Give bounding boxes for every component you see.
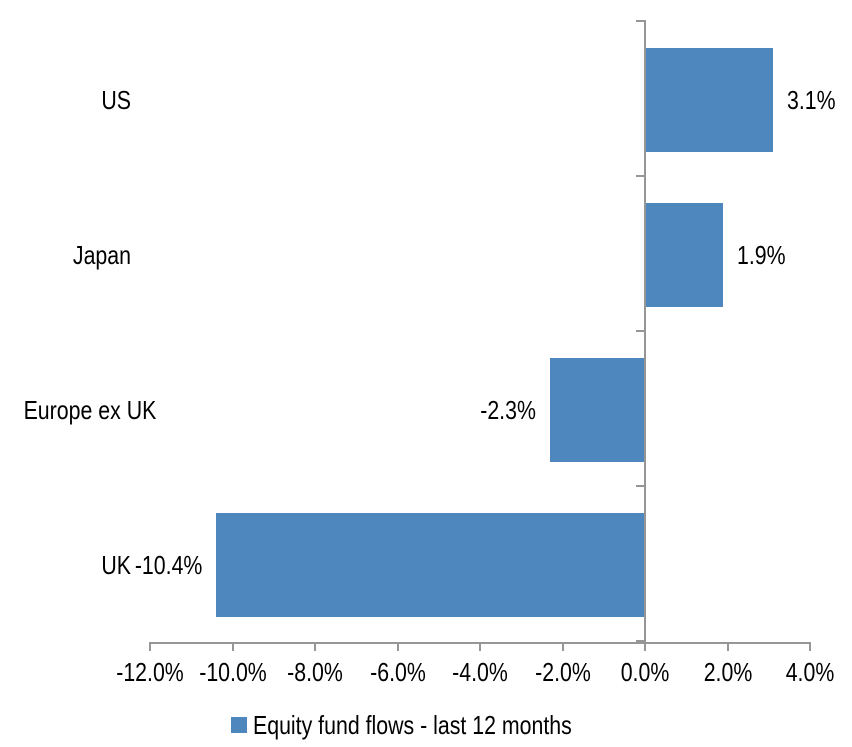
category-axis-tick: [636, 640, 644, 642]
bar-value-label: -10.4%: [134, 549, 202, 580]
x-axis-tick: [479, 642, 481, 651]
x-axis-tick-label: -4.0%: [452, 657, 508, 687]
legend: Equity fund flows - last 12 months: [10, 711, 852, 739]
x-axis-tick: [396, 642, 399, 651]
bar-value-label: -2.3%: [480, 394, 537, 425]
bar: [645, 202, 724, 307]
category-axis-line: [644, 20, 646, 651]
legend-marker-icon: [230, 717, 247, 733]
x-axis-tick-label: 0.0%: [620, 657, 670, 687]
x-axis-tick-label: 2.0%: [703, 657, 752, 687]
category-axis-tick: [636, 175, 644, 177]
category-axis-tick: [636, 20, 644, 22]
x-axis-tick-label: -2.0%: [534, 657, 591, 687]
x-axis-tick: [726, 642, 729, 651]
category-axis-tick: [636, 485, 644, 487]
category-label: UK: [101, 549, 131, 580]
x-axis-tick: [231, 642, 234, 651]
x-axis-tick-label: -10.0%: [198, 657, 267, 687]
x-axis-tick-label: -8.0%: [287, 657, 343, 687]
x-axis-tick-label: -12.0%: [116, 657, 184, 687]
category-label: Japan: [72, 239, 131, 270]
bar-value-label: 1.9%: [737, 239, 786, 270]
category-axis-tick: [636, 330, 644, 332]
x-axis-tick-label: -6.0%: [369, 657, 426, 687]
legend-label: Equity fund flows - last 12 months: [252, 710, 572, 740]
x-axis-tick: [314, 642, 316, 651]
x-axis-tick-label: 4.0%: [785, 657, 835, 687]
x-axis-tick: [561, 642, 564, 651]
bar: [216, 512, 645, 617]
category-label: US: [101, 84, 131, 115]
bar: [550, 357, 645, 462]
bar-value-label: 3.1%: [786, 84, 836, 115]
x-axis-tick: [809, 642, 811, 651]
x-axis-tick: [149, 642, 151, 651]
bar: [645, 47, 773, 152]
category-label: Europe ex UK: [23, 394, 157, 425]
